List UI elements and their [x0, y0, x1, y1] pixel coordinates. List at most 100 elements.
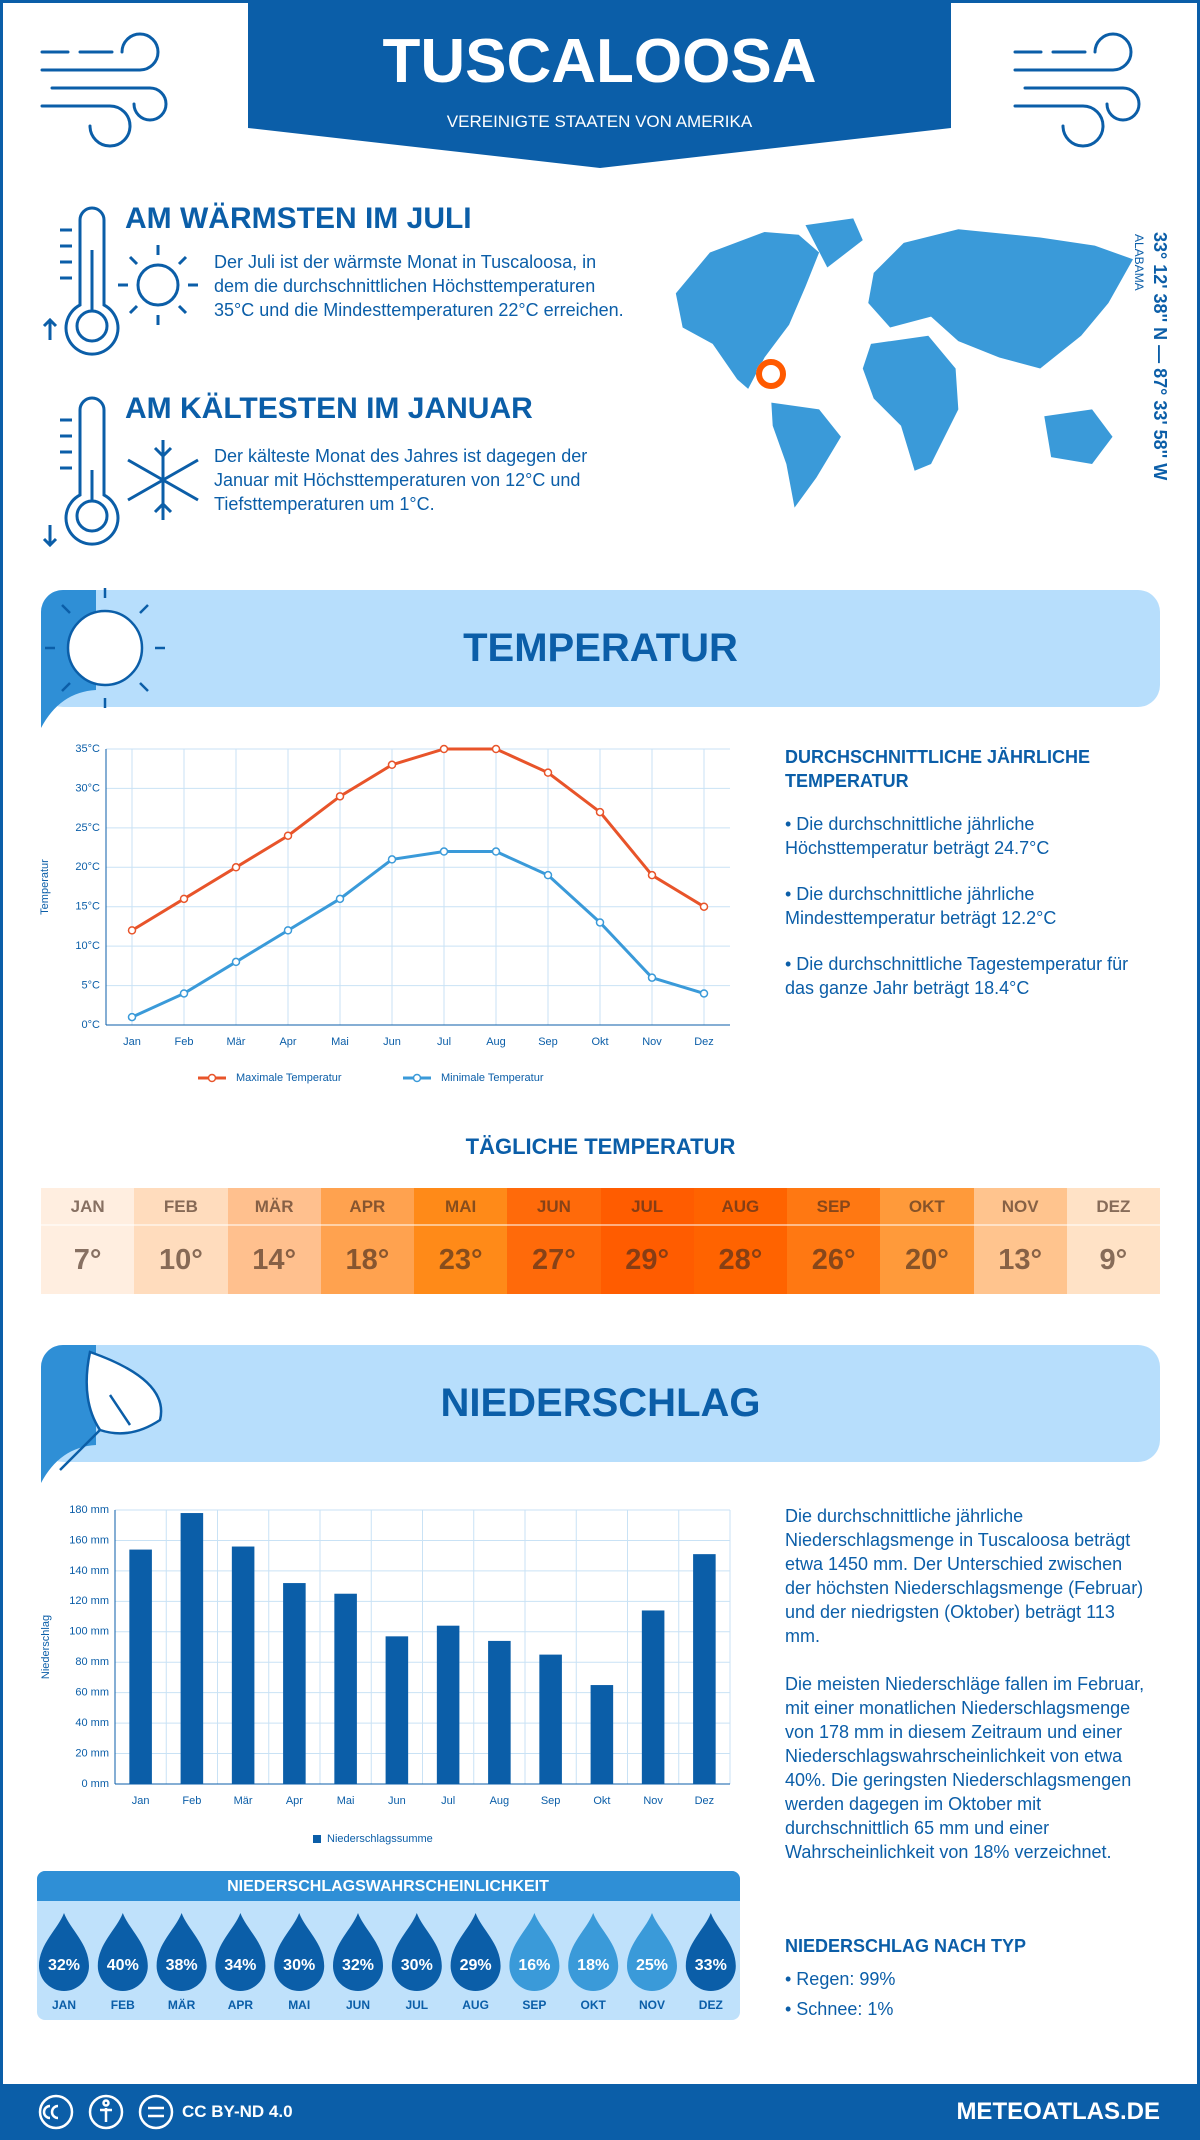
- temperature-cell: 28°: [693, 1226, 787, 1294]
- bar: [641, 1610, 665, 1784]
- y-tick-label: 0°C: [82, 1019, 101, 1031]
- world-map: [675, 218, 1133, 508]
- region: ALABAMA: [1132, 234, 1146, 291]
- probability-month: APR: [228, 1998, 254, 2012]
- month-cell: SEP: [787, 1188, 881, 1226]
- point: [127, 1012, 137, 1022]
- point: [595, 918, 605, 927]
- month-cell: AUG: [693, 1188, 787, 1226]
- probability-value: 38%: [166, 1957, 198, 1974]
- probability-value: 30%: [401, 1957, 433, 1974]
- probability-month: JUN: [346, 1998, 370, 2012]
- probability-value: 30%: [283, 1957, 315, 1974]
- temperature-cell: 7°: [41, 1226, 135, 1294]
- bar: [693, 1554, 716, 1784]
- point: [283, 831, 293, 840]
- point: [387, 760, 397, 770]
- daily-temperature-title: TÄGLICHE TEMPERATUR: [465, 1134, 736, 1159]
- bar: [488, 1640, 511, 1784]
- y-tick-label: 20 mm: [75, 1747, 109, 1759]
- x-tick-label: Nov: [643, 1795, 663, 1807]
- x-tick-label: Nov: [642, 1036, 662, 1048]
- footer-bar: [0, 2084, 1200, 2140]
- y-tick-label: 100 mm: [69, 1626, 109, 1638]
- country-subtitle: VEREINIGTE STAATEN VON AMERIKA: [446, 112, 753, 131]
- x-tick-label: Sep: [541, 1795, 561, 1807]
- precipitation-type: • Schnee: 1%: [785, 1999, 894, 2019]
- probability-value: 40%: [107, 1957, 139, 1974]
- month-cell: OKT: [880, 1188, 974, 1226]
- probability-month: MAI: [288, 1998, 310, 2012]
- point: [231, 863, 241, 872]
- probability-value: 34%: [224, 1957, 256, 1974]
- probability-drop: [391, 1913, 442, 1991]
- legend-label: Maximale Temperatur: [236, 1072, 342, 1084]
- x-tick-label: Apr: [279, 1036, 296, 1048]
- y-tick-label: 60 mm: [75, 1687, 109, 1699]
- y-tick-label: 120 mm: [69, 1595, 109, 1607]
- x-tick-label: Jun: [383, 1036, 401, 1048]
- probability-value: 32%: [48, 1957, 80, 1974]
- temperature-banner: [41, 590, 1160, 707]
- probability-drop: [509, 1913, 560, 1991]
- banner-corner: [41, 1345, 96, 1483]
- point: [595, 807, 605, 817]
- x-tick-label: Dez: [695, 1795, 715, 1807]
- license: CC BY-ND 4.0: [182, 2102, 293, 2121]
- temperature-cell: 27°: [507, 1226, 601, 1294]
- x-tick-label: Sep: [538, 1036, 558, 1048]
- temperature-bullet: • Die durchschnittliche jährliche Mindes…: [785, 884, 1057, 928]
- month-cell: MAI: [414, 1188, 508, 1226]
- bar: [436, 1625, 460, 1784]
- sun-icon: [45, 588, 165, 708]
- probability-value: 29%: [460, 1957, 492, 1974]
- y-tick-label: 140 mm: [69, 1565, 109, 1577]
- bar: [539, 1654, 562, 1784]
- city-title: TUSCALOOSA: [382, 27, 817, 96]
- location-marker: [766, 369, 776, 379]
- x-tick-label: Mär: [227, 1036, 246, 1048]
- temperature-cell: 26°: [787, 1226, 881, 1294]
- legend-label: Minimale Temperatur: [441, 1072, 544, 1084]
- probability-drop: [97, 1913, 148, 1991]
- umbrella-icon: [59, 1350, 163, 1471]
- probability-drop: [568, 1913, 619, 1991]
- probability-drop: [450, 1913, 501, 1991]
- series-line: [131, 850, 705, 1019]
- x-tick-label: Apr: [286, 1795, 303, 1807]
- temperature-cell: 13°: [973, 1226, 1067, 1294]
- y-tick-label: 180 mm: [69, 1504, 109, 1516]
- thermometer-cold-icon: [42, 396, 199, 548]
- x-tick-label: Mai: [331, 1036, 349, 1048]
- bar: [231, 1546, 255, 1784]
- temperature-cell: 23°: [414, 1226, 508, 1294]
- point: [543, 768, 553, 777]
- y-tick-label: 160 mm: [69, 1534, 109, 1546]
- point: [335, 894, 345, 904]
- x-tick-label: Feb: [175, 1036, 194, 1048]
- temperature-cell: 10°: [134, 1226, 228, 1294]
- legend-marker: [207, 1073, 217, 1083]
- temperature-cell: 18°: [320, 1226, 414, 1294]
- temperature-cell: 14°: [227, 1226, 321, 1294]
- y-tick-label: 30°C: [75, 782, 100, 794]
- precipitation-type: • Regen: 99%: [785, 1969, 896, 1989]
- bar: [283, 1583, 306, 1784]
- point: [387, 855, 397, 864]
- y-tick-label: 25°C: [75, 822, 100, 834]
- legend-marker: [412, 1073, 422, 1083]
- precipitation-banner: [41, 1345, 1160, 1462]
- site: METEOATLAS.DE: [956, 2098, 1160, 2125]
- y-tick-label: 20°C: [75, 861, 100, 873]
- point: [439, 744, 449, 754]
- point: [491, 744, 501, 754]
- point: [439, 847, 449, 856]
- coordinates: 33° 12' 38'' N — 87° 33' 58'' W: [1150, 232, 1170, 481]
- x-tick-label: Jun: [388, 1795, 406, 1807]
- probability-drop: [156, 1913, 207, 1991]
- series-line: [131, 747, 705, 932]
- x-tick-label: Okt: [591, 1036, 608, 1048]
- x-tick-label: Dez: [694, 1036, 714, 1048]
- precipitation-type-title: NIEDERSCHLAG NACH TYP: [785, 1936, 1027, 1956]
